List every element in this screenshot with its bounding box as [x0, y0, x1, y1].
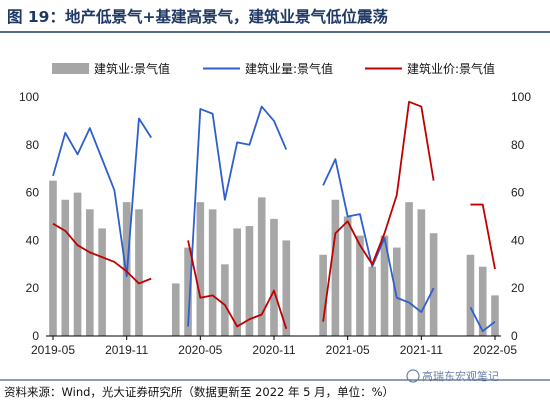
- series-line-2-segment-1: [187, 240, 288, 330]
- x-tick-label: 2020-11: [252, 343, 295, 357]
- left-tick-label: 60: [26, 186, 40, 200]
- series-line-2-segment-2: [322, 100, 435, 322]
- bar-2020-06: [208, 209, 217, 336]
- series-line-2-segment-3: [470, 203, 496, 270]
- bar-2020-09: [245, 226, 254, 336]
- legend-label-price: 建筑业价:景气值: [407, 61, 495, 76]
- bar-2021-07: [368, 266, 377, 336]
- bar-2020-05: [196, 202, 205, 336]
- bar-2021-04: [331, 199, 340, 336]
- bar-2019-09: [98, 228, 106, 336]
- legend-label-volume: 建筑业量:景气值: [245, 61, 333, 76]
- bar-2022-03: [466, 254, 475, 336]
- left-tick-label: 0: [32, 329, 39, 343]
- right-tick-label: 40: [511, 233, 525, 247]
- chart-title: 图 19：地产低景气+基建高景气，建筑业景气低位震荡: [7, 7, 388, 26]
- right-tick-label: 0: [511, 329, 518, 343]
- bar-2019-12: [135, 209, 143, 336]
- x-tick-label: 2021-11: [400, 343, 443, 357]
- bar-2022-05: [491, 295, 499, 336]
- bar-2019-07: [73, 192, 82, 336]
- left-tick-label: 100: [19, 90, 39, 104]
- bar-2019-05: [49, 180, 57, 336]
- series-line-2-segment-0: [52, 222, 152, 285]
- bar-2021-08: [380, 235, 389, 336]
- line-series-layer: [52, 100, 496, 333]
- bar-2021-11: [417, 209, 426, 336]
- bar-2020-08: [233, 228, 241, 336]
- bar-2021-05: [343, 216, 352, 336]
- left-tick-label: 20: [26, 281, 40, 295]
- bar-2021-06: [356, 235, 364, 336]
- bar-2020-12: [282, 240, 291, 336]
- bar-2021-12: [429, 233, 438, 336]
- bar-2022-04: [478, 266, 487, 336]
- series-line-1-segment-1: [187, 105, 288, 327]
- legend-swatch-bar: [52, 63, 89, 74]
- x-tick-label: 2022-05: [473, 343, 517, 357]
- legend-label-bar: 建筑业:景气值: [94, 61, 170, 76]
- legend: 建筑业:景气值 建筑业量:景气值 建筑业价:景气值: [52, 61, 495, 76]
- bar-2019-06: [61, 199, 70, 336]
- x-tick-label: 2019-11: [105, 343, 148, 357]
- bar-2020-04: [184, 247, 192, 336]
- x-tick-label: 2019-05: [31, 343, 75, 357]
- bar-2019-08: [86, 209, 94, 336]
- left-tick-label: 80: [26, 138, 40, 152]
- watermark-text: 高瑞东宏观笔记: [422, 369, 499, 383]
- bar-2020-10: [257, 197, 266, 336]
- bar-series-layer: [49, 180, 499, 336]
- bar-2021-09: [392, 247, 401, 336]
- series-line-1-segment-2: [322, 158, 435, 314]
- right-tick-label: 100: [511, 90, 531, 104]
- left-axis-ticks: 0 20 40 60 80 100: [19, 90, 39, 343]
- right-axis-ticks: 0 20 40 60 80 100: [511, 90, 531, 343]
- watermark-logo-icon: [406, 369, 420, 383]
- series-line-1-segment-0: [52, 117, 152, 278]
- bar-2020-11: [270, 218, 278, 336]
- right-tick-label: 80: [511, 138, 525, 152]
- right-tick-label: 20: [511, 281, 525, 295]
- bar-2020-03: [171, 283, 180, 336]
- left-tick-label: 40: [26, 233, 40, 247]
- source-note: 资料来源：Wind，光大证券研究所（数据更新至 2022 年 5 月，单位：%）: [4, 385, 394, 399]
- bar-2021-03: [319, 254, 327, 336]
- series-line-1-segment-3: [469, 306, 496, 333]
- bar-2021-10: [405, 202, 413, 336]
- right-tick-label: 60: [511, 186, 525, 200]
- x-tick-label: 2021-05: [326, 343, 370, 357]
- watermark: 高瑞东宏观笔记: [406, 369, 499, 383]
- x-axis-ticks: 2019-05 2019-11 2020-05 2020-11 2021-05 2021-…: [31, 336, 517, 357]
- bar-2020-07: [221, 264, 229, 336]
- x-tick-label: 2020-05: [178, 343, 222, 357]
